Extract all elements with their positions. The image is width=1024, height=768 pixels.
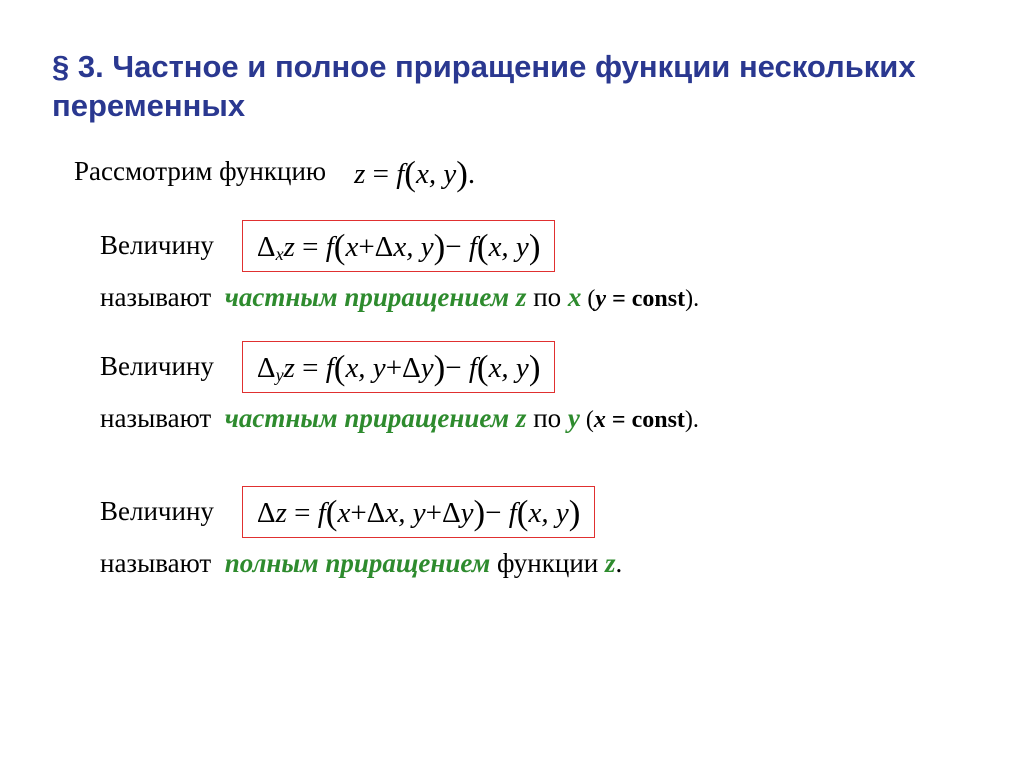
mid-1: по [526,282,567,312]
tail-3: функции [490,548,605,578]
lead-1: Величину [100,230,214,261]
green-var-2: y [568,403,580,433]
desc-lead-2: называют [100,403,211,433]
definition-block-2: Величину Δyz = f(x, y+Δy)− f(x, y) назыв… [100,341,972,434]
intro-label: Рассмотрим функцию [74,156,326,187]
green-term-1: частным приращением z [225,282,527,312]
green-term-3: полным приращением [225,548,491,578]
desc-1: называют частным приращением z по x (y =… [100,282,972,313]
definition-block-1: Величину Δxz = f(x+Δx, y)− f(x, y) назыв… [100,220,972,313]
section-heading: § 3. Частное и полное приращение функции… [52,48,972,126]
formula-1: Δxz = f(x+Δx, y)− f(x, y) [257,231,541,263]
lead-2: Величину [100,351,214,382]
desc-lead-1: называют [100,282,211,312]
intro-line: Рассмотрим функцию z = f(x, y). [74,152,972,192]
green-var-3: z [605,548,616,578]
lead-3: Величину [100,496,214,527]
desc-lead-3: называют [100,548,211,578]
end-3: . [616,548,623,578]
slide: § 3. Частное и полное приращение функции… [0,0,1024,768]
mid-2: по [526,403,567,433]
formula-box-1: Δxz = f(x+Δx, y)− f(x, y) [242,220,556,272]
desc-2: называют частным приращением z по y (x =… [100,403,972,434]
green-var-1: x [568,282,582,312]
formula-box-3: Δz = f(x+Δx, y+Δy)− f(x, y) [242,486,595,538]
formula-2: Δyz = f(x, y+Δy)− f(x, y) [257,352,541,384]
definition-block-3: Величину Δz = f(x+Δx, y+Δy)− f(x, y) наз… [100,486,972,579]
note-2: (x = const). [580,407,699,433]
green-term-2: частным приращением z [225,403,527,433]
note-1: (y = const). [581,286,699,312]
formula-3: Δz = f(x+Δx, y+Δy)− f(x, y) [257,497,580,529]
intro-formula: z = f(x, y). [354,152,475,192]
desc-3: называют полным приращением функции z. [100,548,972,579]
formula-box-2: Δyz = f(x, y+Δy)− f(x, y) [242,341,556,393]
